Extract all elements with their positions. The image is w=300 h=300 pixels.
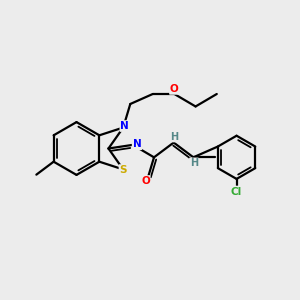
Text: O: O (141, 176, 150, 186)
Text: O: O (170, 84, 179, 94)
Text: N: N (133, 139, 141, 149)
Text: N: N (120, 121, 129, 131)
Text: H: H (170, 132, 178, 142)
Text: S: S (119, 165, 127, 175)
Text: Cl: Cl (231, 187, 242, 196)
Text: H: H (190, 158, 198, 168)
